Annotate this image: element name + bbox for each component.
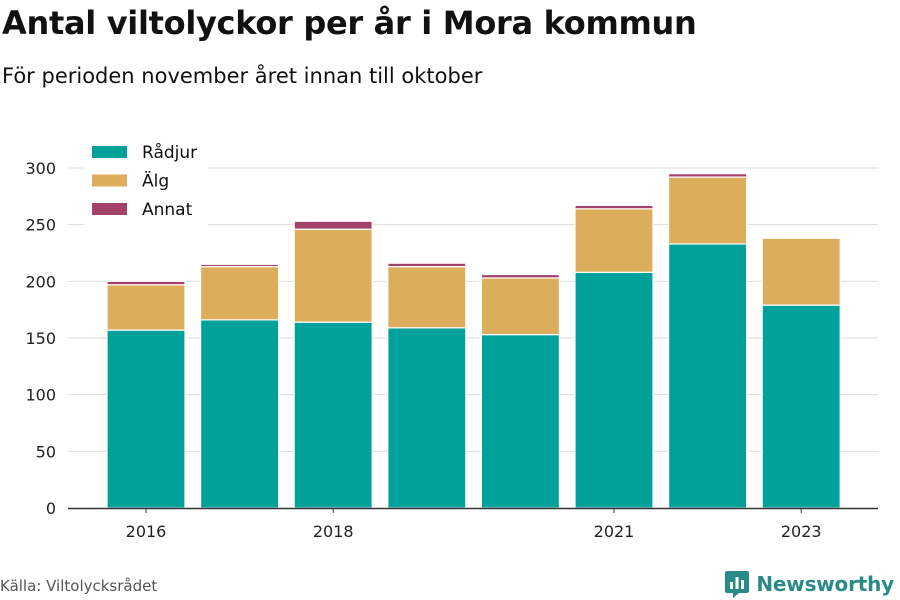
chart-subtitle: För perioden november året innan till ok… — [2, 64, 483, 88]
legend-swatch-rådjur — [92, 146, 127, 158]
bar-annat-2016 — [106, 280, 186, 286]
bar-älg-2019 — [387, 266, 467, 329]
bar-annat-2021 — [574, 204, 654, 210]
bar-rådjur-2019 — [387, 327, 467, 509]
bar-annat-2019 — [387, 262, 467, 268]
bar-annat-2017 — [200, 263, 280, 268]
bar-rådjur-2016 — [106, 329, 186, 509]
bar-rådjur-2023 — [761, 304, 841, 509]
bar-älg-2016 — [106, 284, 186, 331]
legend-swatch-älg — [92, 174, 127, 187]
newsworthy-logo: Newsworthy — [724, 568, 894, 600]
bar-annat-2020 — [480, 273, 560, 279]
legend-label-rådjur: Rådjur — [142, 142, 197, 163]
y-tick-label-0: 0 — [46, 499, 56, 518]
x-tick-label-2021: 2021 — [594, 522, 635, 541]
x-tick-label-2018: 2018 — [313, 522, 354, 541]
bar-älg-2017 — [200, 266, 280, 321]
y-tick-label-100: 100 — [25, 386, 56, 405]
legend-label-älg: Älg — [142, 171, 169, 192]
bar-rådjur-2022 — [667, 243, 748, 509]
bar-älg-2018 — [293, 228, 373, 323]
bar-älg-2022 — [667, 176, 748, 245]
bar-annat-2022 — [667, 173, 748, 178]
bar-rådjur-2018 — [293, 321, 373, 509]
bar-älg-2021 — [574, 208, 654, 273]
y-tick-label-150: 150 — [25, 329, 56, 348]
y-tick-label-250: 250 — [25, 216, 56, 235]
legend-swatch-annat — [92, 203, 127, 215]
y-tick-label-50: 50 — [36, 442, 56, 461]
chart-title: Antal viltolyckor per år i Mora kommun — [2, 4, 697, 42]
source-note: Källa: Viltolycksrådet — [0, 577, 158, 595]
bar-rådjur-2020 — [480, 334, 560, 509]
newsworthy-logo-icon — [725, 571, 750, 598]
newsworthy-logo-text: Newsworthy — [756, 572, 894, 596]
bar-älg-2020 — [480, 277, 560, 336]
bar-annat-2018 — [293, 220, 373, 230]
x-tick-label-2016: 2016 — [126, 522, 167, 541]
y-tick-label-200: 200 — [25, 272, 56, 291]
bar-rådjur-2021 — [574, 271, 654, 509]
legend-label-annat: Annat — [142, 200, 193, 220]
bar-älg-2023 — [761, 237, 841, 306]
x-tick-label-2023: 2023 — [781, 522, 822, 541]
y-tick-label-300: 300 — [25, 159, 56, 178]
bar-rådjur-2017 — [200, 319, 280, 509]
